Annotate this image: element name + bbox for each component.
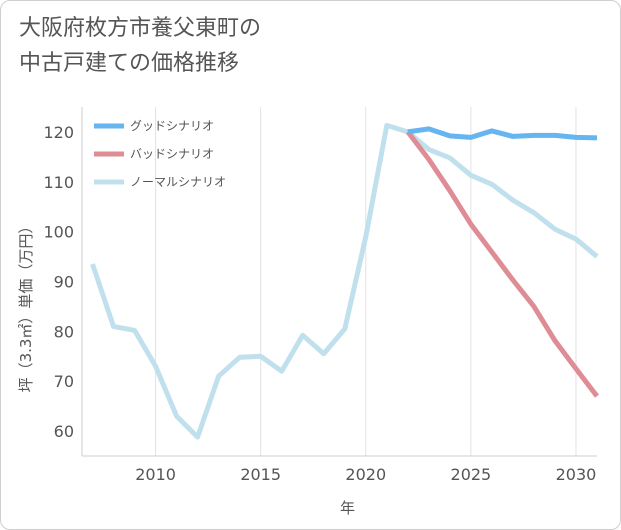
y-axis-label: 坪（3.3㎡）単価（万円）: [17, 219, 35, 393]
x-tick-label: 2020: [345, 465, 386, 484]
x-tick-label: 2030: [556, 465, 597, 484]
y-tick-label: 110: [43, 173, 74, 192]
y-tick-label: 60: [54, 422, 74, 441]
chart-title: 大阪府枚方市養父東町の 中古戸建ての価格推移: [19, 11, 579, 81]
legend-label-good: グッドシナリオ: [130, 119, 214, 133]
series-line-good: [407, 126, 598, 141]
x-tick-label: 2015: [240, 465, 281, 484]
chart-title-line1: 大阪府枚方市養父東町の: [19, 16, 262, 41]
legend-label-bad: バッドシナリオ: [130, 147, 214, 161]
tick-labels: 2010 2015 2020 2025 2030 60 70 80 90 100 110 120: [43, 123, 596, 484]
series-line-normal: [90, 122, 599, 440]
series-lines: [90, 122, 599, 440]
y-tick-label: 120: [43, 123, 74, 142]
series-line-bad: [405, 130, 599, 398]
x-axis-label: 年: [340, 499, 355, 517]
chart-title-line2: 中古戸建ての価格推移: [19, 51, 240, 76]
y-tick-label: 70: [54, 372, 74, 391]
y-tick-label: 100: [43, 223, 74, 242]
y-tick-label: 80: [54, 322, 74, 341]
grid-lines: [155, 107, 577, 456]
y-tick-label: 90: [54, 273, 74, 292]
x-tick-label: 2010: [135, 465, 176, 484]
legend-label-normal: ノーマルシナリオ: [130, 175, 226, 189]
x-tick-label: 2025: [451, 465, 492, 484]
axes: [81, 107, 597, 457]
